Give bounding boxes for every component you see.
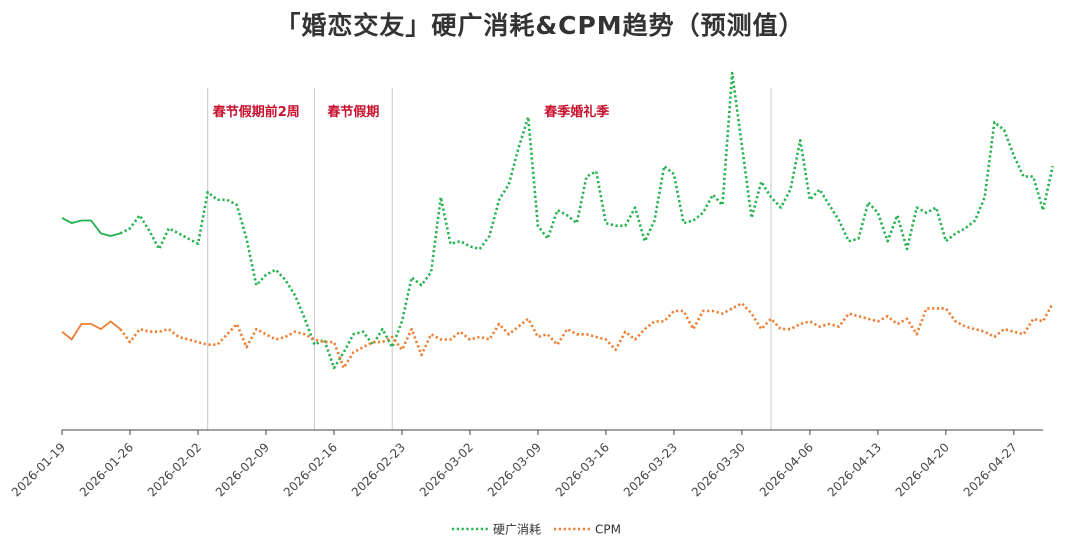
period-annotation-2: 春节假期 <box>326 104 379 120</box>
x-tick-label: 2026-04-13 <box>825 440 884 499</box>
spend-series-actual-line <box>61 217 121 237</box>
x-tick-label: 2026-02-02 <box>145 440 204 499</box>
legend-spend-label: 硬广消耗 <box>493 523 541 537</box>
x-tick-label: 2026-04-20 <box>893 440 952 499</box>
x-tick-label: 2026-01-26 <box>77 440 136 499</box>
period-annotation-1: 春节假期前2周 <box>212 104 300 120</box>
x-tick-label: 2026-01-19 <box>9 440 68 499</box>
x-tick-label: 2026-02-23 <box>349 440 408 499</box>
x-tick-label: 2026-04-27 <box>961 440 1020 499</box>
x-tick-label: 2026-02-16 <box>281 440 340 499</box>
cpm-series-forecast-line <box>119 302 1054 370</box>
x-tick-label: 2026-03-02 <box>417 440 476 499</box>
legend-cpm-label: CPM <box>595 523 621 537</box>
x-tick-label: 2026-02-09 <box>213 440 272 499</box>
cpm-series-actual-line <box>61 320 121 341</box>
x-tick-label: 2026-03-30 <box>689 440 748 499</box>
chart-title: 「婚恋交友」硬广消耗&CPM趋势（预测值） <box>275 11 805 40</box>
period-annotation-3: 春季婚礼季 <box>543 104 609 120</box>
x-tick-label: 2026-03-23 <box>621 440 680 499</box>
x-tick-label: 2026-03-16 <box>553 440 612 499</box>
x-tick-label: 2026-04-06 <box>757 440 816 499</box>
x-tick-label: 2026-03-09 <box>485 440 544 499</box>
